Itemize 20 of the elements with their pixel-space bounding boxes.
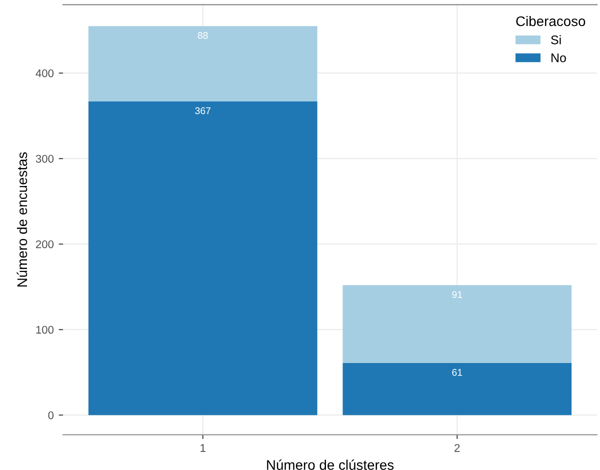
bar xyxy=(342,362,572,416)
y-tick-label: 400 xyxy=(36,69,54,78)
y-tick-label: 0 xyxy=(48,411,54,420)
y-tick-label: 300 xyxy=(36,154,54,163)
y-axis-title: Número de encuestas xyxy=(16,152,28,287)
legend-title: Ciberacoso xyxy=(516,16,586,26)
data-label: 367 xyxy=(195,107,210,114)
x-axis-title: Número de clústeres xyxy=(267,460,394,470)
y-tick-label: 100 xyxy=(36,326,54,334)
y-tick-label: 200 xyxy=(36,240,54,248)
bar xyxy=(88,26,318,102)
legend-label: No xyxy=(552,54,566,62)
x-tick-label: 2 xyxy=(454,444,460,452)
data-label: 88 xyxy=(198,32,208,39)
data-label: 91 xyxy=(452,291,462,298)
data-label: 61 xyxy=(452,368,462,376)
bar xyxy=(88,101,318,416)
x-tick-label: 1 xyxy=(200,444,206,452)
legend-label: Si xyxy=(551,35,561,44)
bar xyxy=(342,285,572,363)
